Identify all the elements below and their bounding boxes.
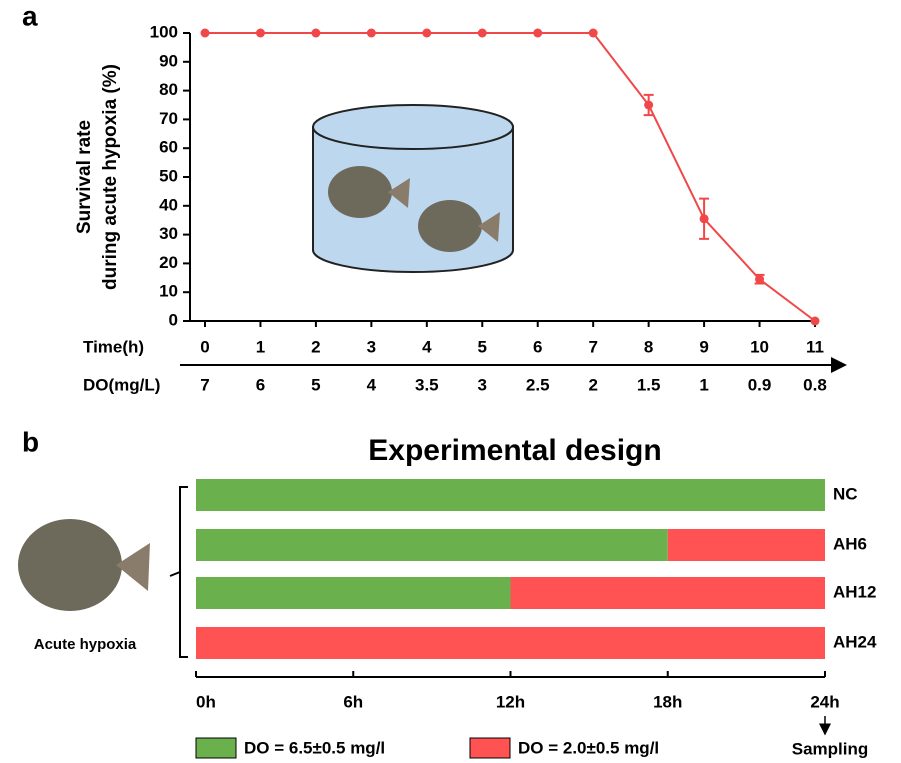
y-tick-label: 20 — [159, 253, 178, 272]
y-tick-label: 10 — [159, 282, 178, 301]
y-tick-label: 100 — [150, 22, 178, 41]
bracket — [170, 487, 188, 657]
do-label: 1 — [699, 375, 708, 394]
bar-segment — [511, 577, 826, 609]
point — [367, 29, 376, 38]
panel-label: a — [22, 0, 38, 31]
point — [755, 275, 764, 284]
bar-segment — [196, 627, 825, 659]
do-label: 4 — [367, 375, 377, 394]
y-axis-title: during acute hypoxia (%) — [100, 64, 121, 290]
point — [533, 29, 542, 38]
category-label: AH24 — [833, 632, 877, 651]
x-tick-label: 1 — [256, 337, 265, 356]
side-label: Acute hypoxia — [34, 636, 137, 653]
secondary-axis-title: DO(mg/L) — [83, 375, 160, 394]
y-axis-title: Survival rate — [74, 120, 95, 234]
x-tick-label: 3 — [367, 337, 376, 356]
point — [256, 29, 265, 38]
category-label: AH6 — [833, 534, 867, 553]
annotation: Sampling — [792, 739, 869, 758]
x-tick-label: 2 — [311, 337, 320, 356]
panel-label: b — [22, 426, 39, 457]
y-tick-label: 0 — [169, 310, 178, 329]
do-label: 0.9 — [748, 375, 772, 394]
x-tick-label: 18h — [653, 692, 682, 711]
point — [422, 29, 431, 38]
do-label: 2.5 — [526, 375, 550, 394]
x-tick-label: 24h — [810, 692, 839, 711]
do-label: 5 — [311, 375, 320, 394]
point — [478, 29, 487, 38]
do-label: 2 — [588, 375, 597, 394]
x-tick-label: 6h — [343, 692, 363, 711]
x-tick-label: 0 — [200, 337, 209, 356]
legend-swatch — [196, 738, 236, 758]
bar-segment — [196, 577, 511, 609]
point — [700, 214, 709, 223]
category-label: AH12 — [833, 582, 876, 601]
x-tick-label: 0h — [196, 692, 216, 711]
legend-label: DO = 6.5±0.5 mg/l — [244, 738, 385, 757]
do-label: 1.5 — [637, 375, 661, 394]
point — [811, 317, 820, 326]
legend-label: DO = 2.0±0.5 mg/l — [518, 738, 659, 757]
do-label: 0.8 — [803, 375, 827, 394]
x-tick-label: 11 — [806, 337, 824, 356]
y-tick-label: 70 — [159, 109, 178, 128]
bar-segment — [196, 479, 825, 511]
x-tick-label: 9 — [699, 337, 708, 356]
y-tick-label: 60 — [159, 138, 178, 157]
y-tick-label: 50 — [159, 166, 178, 185]
y-tick-label: 30 — [159, 224, 178, 243]
point — [644, 101, 653, 110]
x-tick-label: 5 — [478, 337, 487, 356]
bar-segment — [196, 529, 668, 561]
legend-swatch — [470, 738, 510, 758]
do-label: 7 — [200, 375, 209, 394]
point — [201, 29, 210, 38]
y-tick-label: 40 — [159, 195, 178, 214]
chart-title: Experimental design — [368, 434, 661, 467]
bar-segment — [668, 529, 825, 561]
x-tick-label: 4 — [422, 337, 432, 356]
point — [589, 29, 598, 38]
fish-illustration — [18, 519, 150, 611]
y-tick-label: 80 — [159, 80, 178, 99]
category-label: NC — [833, 484, 858, 503]
x-tick-label: 10 — [750, 337, 769, 356]
x-axis-title: Time(h) — [83, 337, 144, 356]
y-tick-label: 90 — [159, 51, 178, 70]
x-tick-label: 12h — [496, 692, 525, 711]
x-tick-label: 8 — [644, 337, 653, 356]
do-label: 3 — [478, 375, 487, 394]
figure: a b Acute hypoxia Experimental design 0 1… — [0, 0, 901, 763]
tank-illustration — [313, 105, 513, 272]
do-label: 3.5 — [415, 375, 439, 394]
do-label: 6 — [256, 375, 265, 394]
x-tick-label: 6 — [533, 337, 542, 356]
x-tick-label: 7 — [588, 337, 597, 356]
point — [311, 29, 320, 38]
